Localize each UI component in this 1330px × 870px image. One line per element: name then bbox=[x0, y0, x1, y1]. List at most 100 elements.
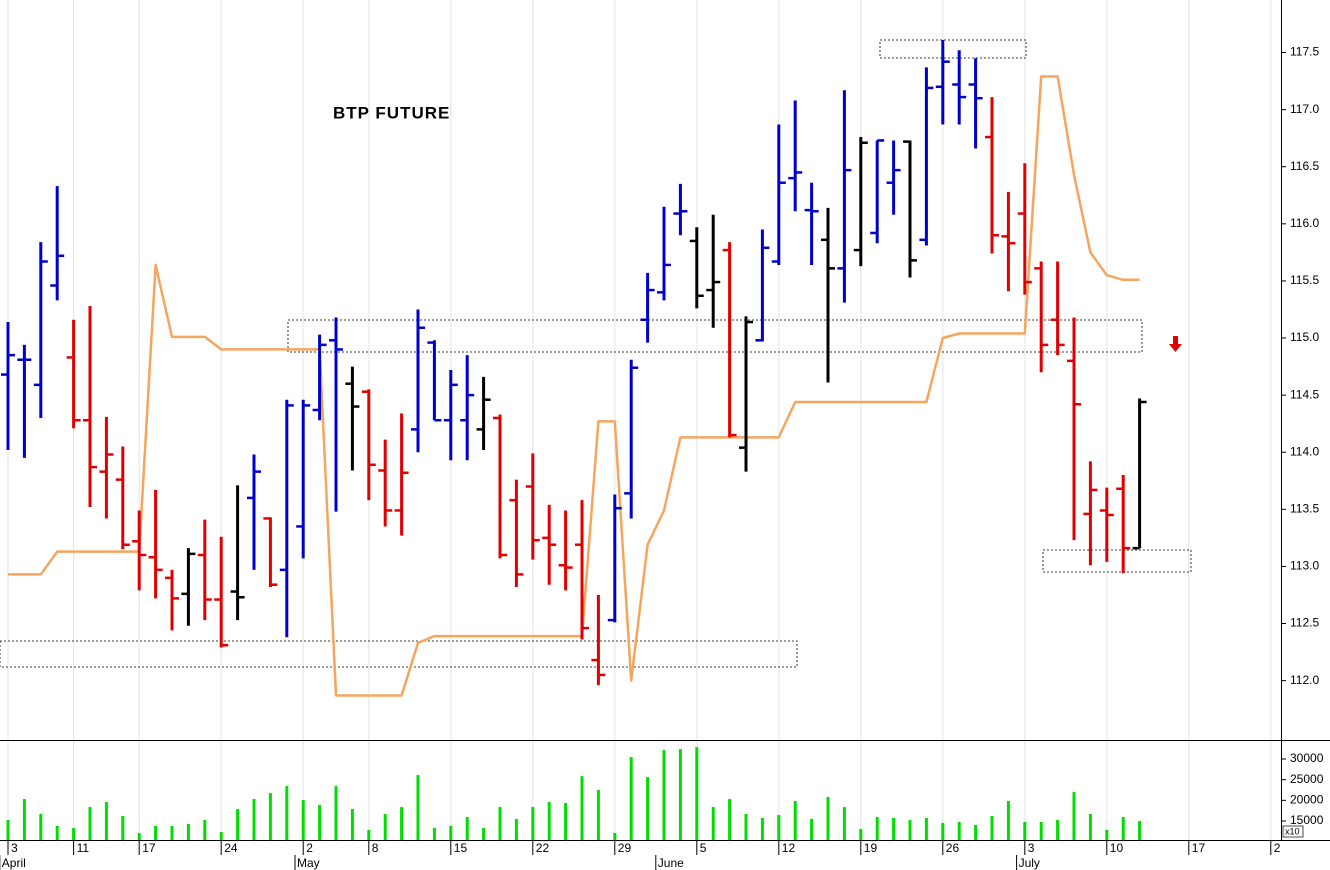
y-tick-label: 113.5 bbox=[1290, 501, 1319, 515]
volume-bar bbox=[285, 786, 289, 840]
x-tick-label: 2 bbox=[1274, 841, 1281, 855]
volume-bar bbox=[482, 827, 486, 840]
volume-bar bbox=[55, 825, 59, 840]
x-tick-label: 15 bbox=[454, 841, 468, 855]
volume-bar bbox=[662, 750, 666, 840]
volume-bar bbox=[416, 775, 420, 840]
x-tick-label: 8 bbox=[372, 841, 379, 855]
volume-bar bbox=[810, 819, 814, 840]
x-tick-label: 3 bbox=[11, 841, 18, 855]
volume-bar bbox=[1006, 801, 1010, 840]
x-tick-label: 17 bbox=[1192, 841, 1206, 855]
y-tick-label: 113.0 bbox=[1290, 559, 1319, 573]
volume-bar bbox=[137, 832, 141, 840]
y-tick-label: 112.0 bbox=[1290, 673, 1319, 687]
zones bbox=[0, 39, 1192, 668]
volume-bar bbox=[334, 786, 338, 840]
x-tick-label: 10 bbox=[1110, 841, 1124, 855]
volume-bar bbox=[1088, 814, 1092, 840]
y-tick-label: 25000 bbox=[1290, 772, 1324, 786]
unit-label: x10 bbox=[1285, 826, 1300, 836]
volume-bar bbox=[580, 776, 584, 840]
y-tick-label: 115.5 bbox=[1290, 273, 1319, 287]
unit-box bbox=[1282, 825, 1304, 838]
volume-bar bbox=[531, 807, 535, 840]
volume-bar bbox=[777, 815, 781, 840]
volume-bar bbox=[514, 819, 518, 840]
y-tick-label: 114.5 bbox=[1290, 387, 1319, 401]
y-tick-label: 115.0 bbox=[1290, 330, 1319, 344]
volume-bar bbox=[957, 821, 961, 840]
volume-bar bbox=[629, 757, 633, 840]
zone-box bbox=[0, 640, 798, 668]
month-label: April bbox=[2, 856, 26, 870]
y-tick-label: 117.0 bbox=[1290, 102, 1319, 116]
volume-bar bbox=[268, 793, 272, 840]
arrow-down bbox=[1169, 336, 1182, 352]
month-label: May bbox=[297, 856, 320, 870]
x-tick-label: 5 bbox=[700, 841, 707, 855]
volume-bar bbox=[449, 825, 453, 840]
volume-bar bbox=[465, 816, 469, 840]
volume-bar bbox=[990, 815, 994, 840]
zone-box bbox=[1042, 549, 1192, 573]
volume-bar bbox=[941, 822, 945, 840]
volume-bar bbox=[39, 814, 43, 840]
month-label: July bbox=[1019, 856, 1040, 870]
volume-bar bbox=[875, 816, 879, 840]
volume-bar bbox=[646, 777, 650, 840]
volume-bar bbox=[892, 818, 896, 840]
y-tick-label: 15000 bbox=[1290, 813, 1324, 827]
chart-title: BTP FUTURE bbox=[333, 103, 450, 122]
volume-bar bbox=[383, 814, 387, 840]
x-tick-label: 11 bbox=[77, 841, 90, 855]
volume-bar bbox=[301, 800, 305, 840]
volume-bar bbox=[728, 799, 732, 840]
volume-bar bbox=[1056, 820, 1060, 840]
volume-bar bbox=[88, 807, 92, 840]
volume-bar bbox=[252, 799, 256, 840]
x-tick-label: 24 bbox=[224, 841, 238, 855]
volume-bar bbox=[121, 815, 125, 840]
y-tick-label: 30000 bbox=[1290, 751, 1324, 765]
volume-bar bbox=[498, 807, 502, 840]
month-label: June bbox=[658, 856, 684, 870]
volume-bar bbox=[859, 828, 863, 840]
x-tick-label: 2 bbox=[306, 841, 313, 855]
y-tick-label: 116.5 bbox=[1290, 159, 1319, 173]
volume-bar bbox=[6, 820, 10, 840]
volume-bar bbox=[1072, 792, 1076, 840]
volume-bar bbox=[432, 827, 436, 840]
volume-bar bbox=[170, 825, 174, 840]
volume-bar bbox=[678, 749, 682, 840]
volume-bar bbox=[318, 805, 322, 840]
volume-bar bbox=[1105, 829, 1109, 840]
volume-bar bbox=[564, 803, 568, 840]
volume-bar bbox=[1039, 821, 1043, 840]
volume-bar bbox=[826, 797, 830, 840]
volume-bar bbox=[1023, 821, 1027, 840]
volume-bar bbox=[711, 807, 715, 840]
x-tick-label: 17 bbox=[142, 841, 156, 855]
x-tick-label: 29 bbox=[618, 841, 632, 855]
volume-bar bbox=[22, 799, 26, 840]
plot-layer bbox=[1, 39, 1147, 840]
volume-bar bbox=[186, 823, 190, 840]
volume-bar bbox=[908, 820, 912, 840]
volume-bar bbox=[695, 747, 699, 840]
volume-bar bbox=[350, 809, 354, 840]
y-tick-label: 114.0 bbox=[1290, 444, 1319, 458]
volume-bar bbox=[924, 818, 928, 840]
volume-bar bbox=[104, 802, 108, 840]
volume-bar bbox=[1121, 816, 1125, 840]
y-tick-label: 117.5 bbox=[1290, 45, 1319, 59]
volume-bar bbox=[793, 801, 797, 840]
y-tick-label: 20000 bbox=[1290, 793, 1324, 807]
x-tick-label: 19 bbox=[864, 841, 878, 855]
volume-bar bbox=[596, 790, 600, 840]
volume-bar bbox=[203, 820, 207, 840]
x-tick-label: 22 bbox=[536, 841, 550, 855]
